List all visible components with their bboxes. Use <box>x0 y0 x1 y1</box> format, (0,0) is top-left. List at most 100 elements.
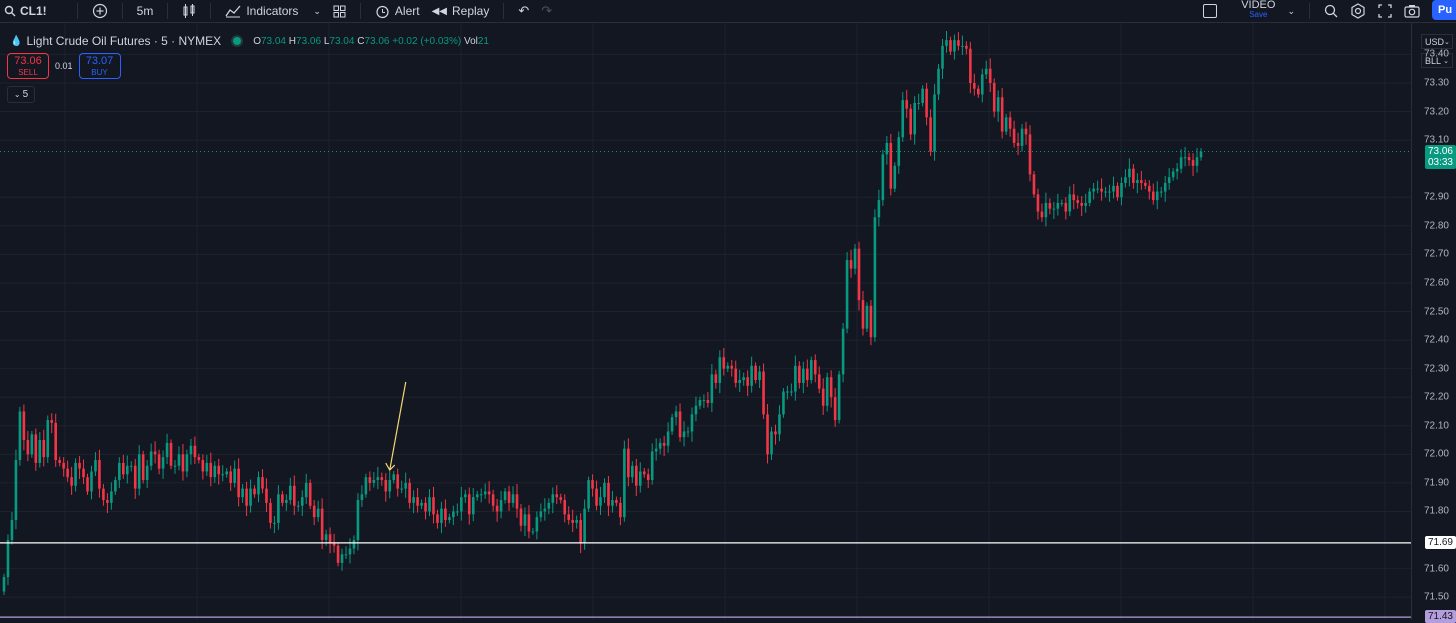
annotation-arrow-line <box>389 381 407 471</box>
price-tick-label: 72.20 <box>1423 391 1449 403</box>
undo-icon: ↶ <box>518 3 530 18</box>
video-button[interactable]: VIDEO Save <box>1241 0 1275 22</box>
candle-body <box>46 420 50 458</box>
fullscreen-box-button[interactable] <box>1197 0 1223 22</box>
candle-body <box>786 391 789 393</box>
market-status-dot[interactable] <box>231 35 244 47</box>
candle-body <box>1040 211 1044 218</box>
candle-body <box>129 465 133 467</box>
redo-button[interactable]: ↷ <box>535 0 558 22</box>
candle-body <box>515 494 519 509</box>
fullscreen-icon <box>1378 4 1392 18</box>
layouts-button[interactable] <box>327 0 352 22</box>
separator <box>1309 3 1310 19</box>
video-save-label: Save <box>1249 10 1268 19</box>
currency-selector[interactable]: USD ⌄ <box>1421 34 1453 49</box>
quick-search-button[interactable] <box>1318 0 1344 22</box>
price-tick-label: 72.30 <box>1423 363 1449 375</box>
candle-body <box>1016 142 1020 146</box>
separator <box>503 3 505 19</box>
candle-body <box>849 260 853 269</box>
compare-button[interactable] <box>86 0 114 22</box>
candle-body <box>1112 185 1115 192</box>
candle-body <box>575 520 578 523</box>
candle-body <box>269 502 272 523</box>
candle-body <box>1012 128 1016 143</box>
candle-body <box>1120 182 1123 198</box>
legend-open-value: 73.04 <box>260 35 286 47</box>
candle-body <box>742 377 745 381</box>
candle-body <box>448 517 451 521</box>
candle-body <box>388 480 392 492</box>
chart-type-button[interactable] <box>176 0 202 22</box>
top-toolbar: CL1! 5m Indicators ⌄ Alert ◀◀ Replay ↶ ↷… <box>0 0 1456 23</box>
square-icon <box>1203 4 1218 18</box>
candle-body <box>408 482 411 503</box>
candle-body <box>201 460 205 472</box>
candle-body <box>702 400 706 402</box>
candle-body <box>813 360 817 375</box>
candle-body <box>957 40 960 46</box>
candle-body <box>937 68 940 95</box>
publish-label: Pu <box>1438 4 1453 16</box>
video-menu-button[interactable]: ⌄ <box>1281 0 1301 22</box>
candle-body <box>436 514 439 523</box>
candle-body <box>1195 157 1199 166</box>
line-71-69-tag: 71.69 <box>1424 535 1456 549</box>
candlestick-chart[interactable] <box>0 23 1411 620</box>
collapse-indicators-button[interactable]: ⌄ 5 <box>7 86 35 103</box>
symbol-search[interactable]: CL1! <box>0 0 47 22</box>
alert-button[interactable]: Alert <box>369 0 426 22</box>
candle-body <box>1020 128 1024 146</box>
snapshot-button[interactable] <box>1398 0 1426 22</box>
candle-body <box>698 400 702 406</box>
candle-body <box>213 465 217 478</box>
candle-body <box>992 82 996 112</box>
unit-label: BLL <box>1425 55 1442 66</box>
candle-body <box>1159 191 1163 193</box>
candle-body <box>98 460 101 489</box>
candle-body <box>265 488 268 503</box>
candle-body <box>352 540 356 549</box>
redo-icon: ↷ <box>541 3 553 18</box>
candle-body <box>308 482 312 506</box>
price-axis[interactable]: USD ⌄ BLL ⌄ 73.40 73.30 73.20 73.10 72.90 72.80… <box>1411 23 1456 623</box>
legend-ohlc: O73.04 H73.06 L73.04 C73.06 +0.02 (+0.03… <box>253 36 489 47</box>
candle-body <box>627 448 630 478</box>
indicators-button[interactable]: Indicators ⌄ <box>219 0 327 22</box>
buy-button[interactable]: 73.07 BUY <box>78 53 121 79</box>
candle-body <box>603 482 606 498</box>
price-tick-label: 71.50 <box>1423 591 1449 603</box>
settings-button[interactable] <box>1344 0 1372 22</box>
candle-body <box>619 502 622 518</box>
candle-body <box>949 40 952 52</box>
candle-body <box>607 482 610 506</box>
candle-body <box>26 440 30 455</box>
sell-button[interactable]: 73.06 SELL <box>7 53 49 79</box>
candle-body <box>1008 117 1012 129</box>
candle-body <box>996 97 1000 112</box>
publish-button[interactable]: Pu <box>1432 0 1456 20</box>
price-tick-label: 72.90 <box>1423 191 1449 203</box>
spread-value: 0.01 <box>55 61 73 71</box>
candle-body <box>181 454 185 472</box>
candle-body <box>94 460 97 472</box>
unit-selector[interactable]: BLL ⌄ <box>1421 53 1453 68</box>
undo-button[interactable]: ↶ <box>512 0 535 22</box>
collapse-count: 5 <box>22 89 29 100</box>
interval-label: 5m <box>136 4 154 18</box>
legend-open-label: O <box>253 35 261 47</box>
fullscreen-button[interactable] <box>1372 0 1398 22</box>
candle-body <box>1116 185 1119 198</box>
indicators-label: Indicators <box>246 4 299 18</box>
candle-body <box>754 365 757 381</box>
candle-body <box>806 368 809 381</box>
interval-button[interactable]: 5m <box>131 0 160 22</box>
candle-body <box>1080 202 1083 206</box>
candle-body <box>106 500 109 503</box>
candle-body <box>376 477 380 481</box>
candle-body <box>809 360 813 381</box>
chart-pane[interactable] <box>0 23 1411 620</box>
replay-button[interactable]: ◀◀ Replay <box>426 0 496 22</box>
alert-label: Alert <box>394 4 420 18</box>
